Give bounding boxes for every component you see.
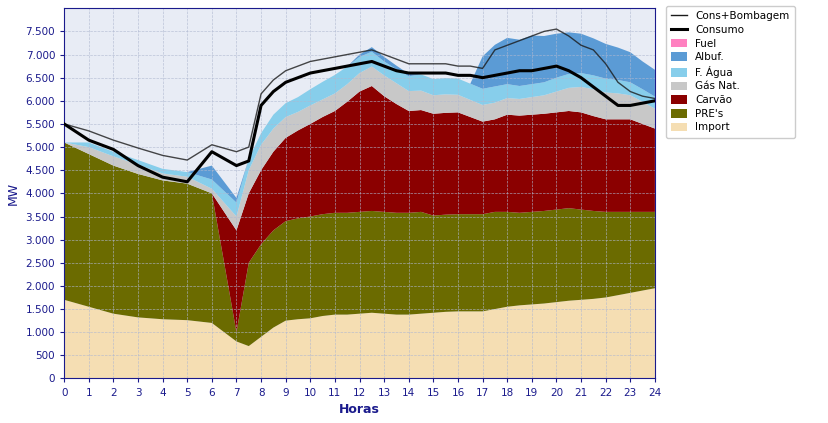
Y-axis label: MW: MW	[7, 182, 20, 205]
Legend: Cons+Bombagem, Consumo, Fuel, Albuf., F. Água, Gás Nat., Carvão, PRE's, Import: Cons+Bombagem, Consumo, Fuel, Albuf., F.…	[665, 6, 794, 137]
X-axis label: Horas: Horas	[339, 403, 379, 416]
